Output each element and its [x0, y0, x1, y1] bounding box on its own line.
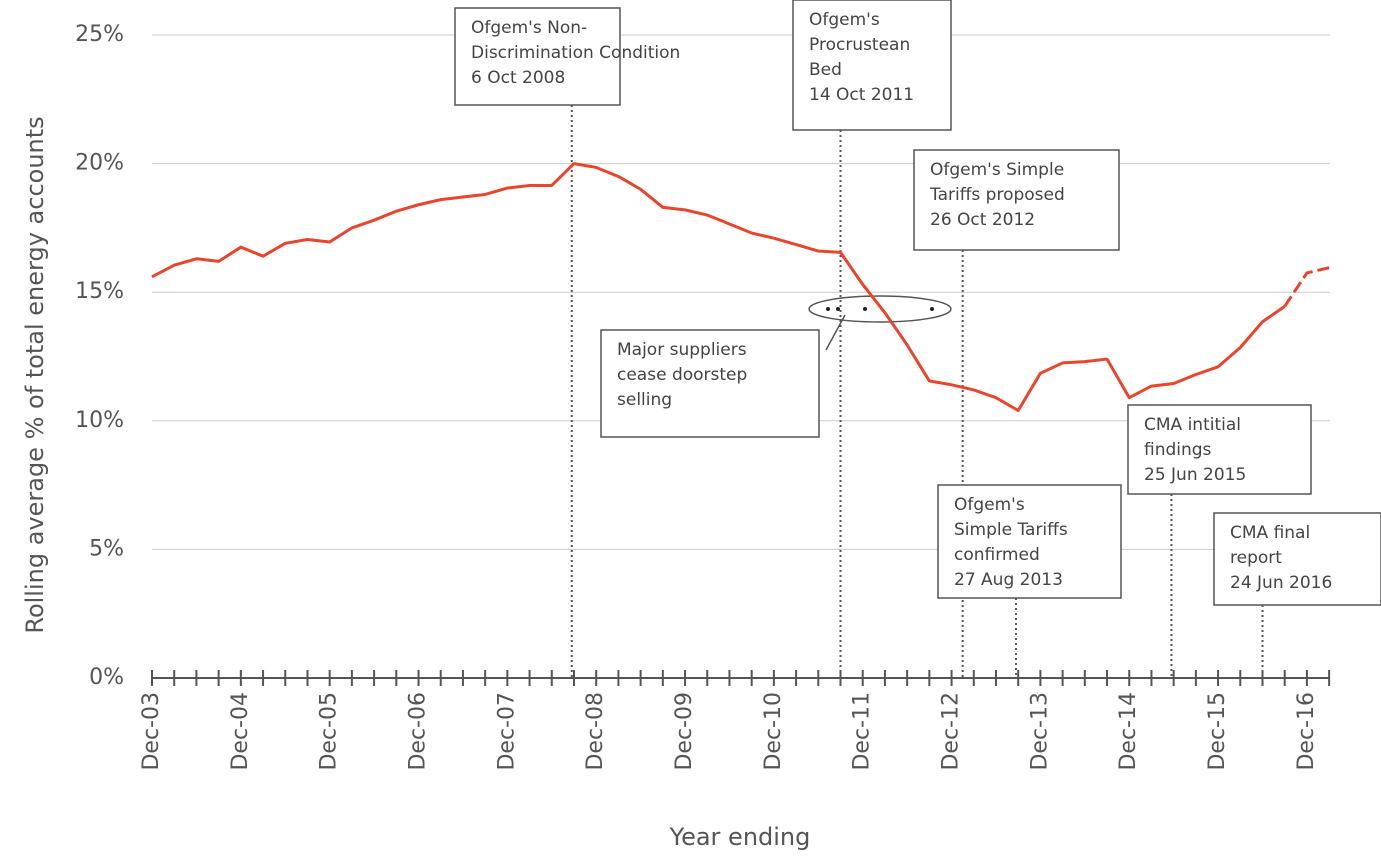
annotation-text: Major suppliers — [617, 340, 747, 360]
x-tick-label: Dec-15 — [1205, 692, 1230, 771]
x-tick-label: Dec-16 — [1294, 692, 1319, 771]
annotation-text: Tariffs proposed — [929, 185, 1065, 205]
annotation-text: selling — [617, 390, 672, 410]
callout-dot — [836, 307, 840, 311]
x-tick-label: Dec-03 — [139, 692, 164, 771]
y-tick-label: 25% — [75, 22, 124, 47]
annotation-box — [454, 7, 621, 106]
annotation-text: confirmed — [954, 545, 1040, 565]
y-tick-label: 15% — [75, 279, 124, 304]
y-tick-label: 20% — [75, 151, 124, 176]
x-tick-label: Dec-10 — [761, 692, 786, 771]
callout-dot — [826, 307, 830, 311]
x-tick-label: Dec-09 — [672, 692, 697, 771]
annotation-text: CMA intitial — [1144, 415, 1241, 435]
annotation-text: Simple Tariffs — [954, 520, 1068, 540]
x-tick-label: Dec-12 — [939, 692, 964, 771]
x-tick-label: Dec-14 — [1116, 692, 1141, 771]
annotation-text: Discrimination Condition — [471, 43, 680, 63]
annotation-text: Procrustean — [809, 35, 910, 55]
callout-dot — [930, 307, 934, 311]
annotation-text: Ofgem's Simple — [930, 160, 1064, 180]
annotation-text: cease doorstep — [617, 365, 747, 385]
x-tick-label: Dec-05 — [317, 692, 342, 771]
annotation-text: 24 Jun 2016 — [1230, 573, 1332, 593]
annotation-text: findings — [1144, 440, 1212, 460]
y-tick-label: 5% — [89, 536, 124, 561]
x-tick-label: Dec-13 — [1027, 692, 1052, 771]
annotation-box — [600, 329, 820, 438]
y-tick-label: 0% — [89, 665, 124, 690]
x-tick-label: Dec-07 — [494, 692, 519, 771]
callout-ellipse — [808, 295, 952, 323]
annotation-text: Ofgem's Non- — [471, 18, 587, 38]
y-tick-label: 10% — [75, 408, 124, 433]
annotation-text: 27 Aug 2013 — [954, 570, 1063, 590]
annotation-box — [1127, 404, 1312, 495]
annotation-text: Bed — [809, 60, 842, 80]
annotation-box — [937, 484, 1122, 599]
callout-dot — [863, 307, 867, 311]
annotation-text: Ofgem's — [809, 10, 880, 30]
annotation-box — [792, 0, 952, 131]
annotation-text: 25 Jun 2015 — [1144, 465, 1246, 485]
y-axis-title: Rolling average % of total energy accoun… — [21, 116, 49, 633]
annotation-text: 26 Oct 2012 — [930, 210, 1035, 230]
callout-line — [825, 314, 846, 351]
annotation-text: 14 Oct 2011 — [809, 85, 914, 105]
x-tick-label: Dec-04 — [228, 692, 253, 771]
x-tick-label: Dec-08 — [583, 692, 608, 771]
annotation-text: Ofgem's — [954, 495, 1025, 515]
annotation-text: report — [1230, 548, 1282, 568]
line — [151, 162, 1286, 413]
x-axis-title: Year ending — [669, 823, 811, 851]
annotation-box — [1213, 512, 1381, 606]
x-tick-label: Dec-11 — [850, 692, 875, 771]
annotations: Ofgem's Non- Discrimination Condition 6 Oc… — [454, 0, 1381, 678]
annotation-text: 6 Oct 2008 — [471, 68, 565, 88]
x-tick-label: Dec-06 — [406, 692, 431, 771]
line-projected — [1283, 266, 1330, 308]
annotation-box — [913, 149, 1120, 251]
annotation-text: CMA final — [1230, 523, 1310, 543]
